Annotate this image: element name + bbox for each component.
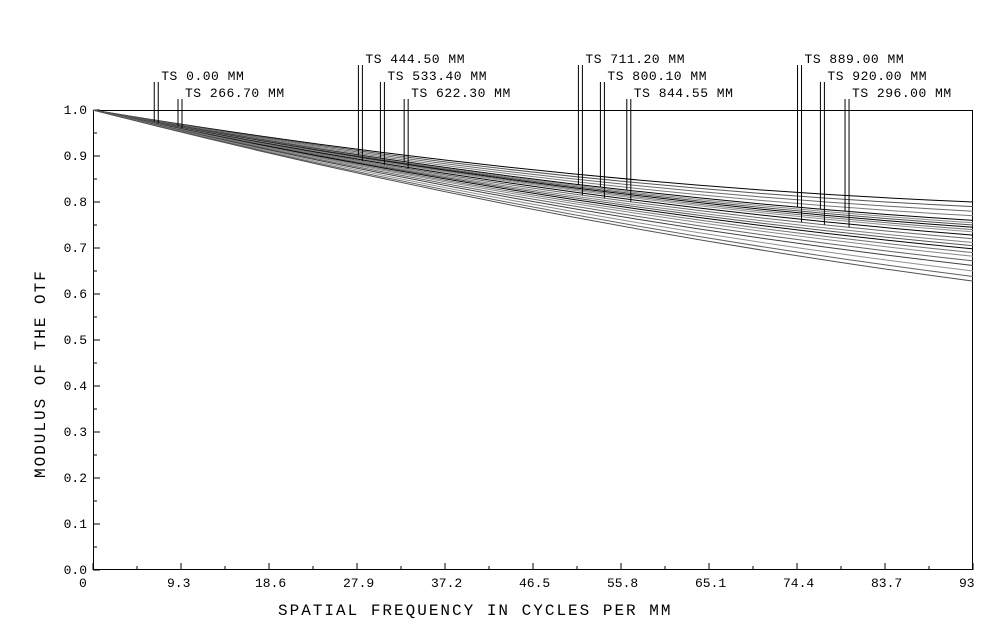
y-tick-label: 0.1 [64,517,87,532]
y-tick-label: 0.7 [64,241,87,256]
series-label: TS 711.20 MM [585,52,685,67]
y-tick-label: 0.6 [64,287,87,302]
x-tick-label: 0 [79,576,87,591]
series-label: TS 844.55 MM [634,86,734,101]
x-tick-label: 27.9 [343,576,374,591]
x-tick-label: 83.7 [871,576,902,591]
series-label: TS 889.00 MM [805,52,905,67]
y-tick-label: 0.3 [64,425,87,440]
y-tick-label: 0.0 [64,563,87,578]
x-tick-label: 18.6 [255,576,286,591]
series-label: TS 533.40 MM [387,69,487,84]
x-tick-label: 65.1 [695,576,726,591]
x-tick-label: 74.4 [783,576,814,591]
series-label: TS 296.00 MM [852,86,952,101]
series-label: TS 920.00 MM [827,69,927,84]
x-tick-label: 46.5 [519,576,550,591]
series-label: TS 622.30 MM [411,86,511,101]
x-tick-label: 55.8 [607,576,638,591]
y-tick-label: 0.4 [64,379,87,394]
y-tick-label: 0.8 [64,195,87,210]
y-tick-label: 0.9 [64,149,87,164]
y-tick-label: 0.5 [64,333,87,348]
x-tick-label: 9.3 [167,576,190,591]
series-label: TS 800.10 MM [607,69,707,84]
chart-container: MODULUS OF THE OTF SPATIAL FREQUENCY IN … [0,0,1000,638]
x-tick-label: 93 [959,576,975,591]
x-tick-label: 37.2 [431,576,462,591]
y-tick-label: 1.0 [64,103,87,118]
series-label: TS 0.00 MM [161,69,244,84]
y-tick-label: 0.2 [64,471,87,486]
series-label: TS 266.70 MM [185,86,285,101]
series-label: TS 444.50 MM [365,52,465,67]
